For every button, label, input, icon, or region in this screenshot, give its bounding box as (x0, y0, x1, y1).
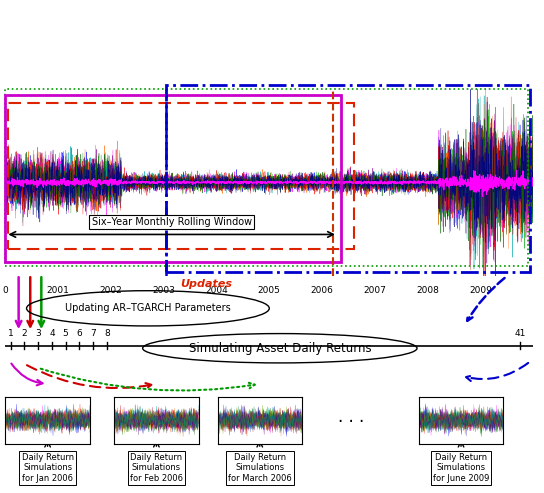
Text: 2001: 2001 (47, 286, 70, 295)
Text: Updating AR–TGARCH Parameters: Updating AR–TGARCH Parameters (65, 303, 231, 314)
Text: 2006: 2006 (311, 286, 333, 295)
Text: 2005: 2005 (258, 286, 281, 295)
Text: Daily Return
Simulations
for March 2006: Daily Return Simulations for March 2006 (228, 453, 292, 483)
Text: 5: 5 (63, 329, 69, 338)
Bar (8, 104, 354, 249)
Text: Six–Year Monthly Rolling Window: Six–Year Monthly Rolling Window (91, 217, 252, 227)
Text: Updates: Updates (180, 279, 232, 289)
Text: 6: 6 (77, 329, 82, 338)
Text: 2003: 2003 (152, 286, 175, 295)
Text: 2009: 2009 (469, 286, 492, 295)
Text: 1: 1 (8, 329, 14, 338)
Text: Daily Return
Simulations
for June 2009: Daily Return Simulations for June 2009 (433, 453, 489, 483)
Text: Simulating Asset Daily Returns: Simulating Asset Daily Returns (189, 342, 371, 355)
Text: 2: 2 (22, 329, 27, 338)
Bar (166, 85, 530, 272)
Text: 2007: 2007 (363, 286, 386, 295)
Text: 7: 7 (90, 329, 96, 338)
Text: 4: 4 (49, 329, 55, 338)
Text: 3: 3 (35, 329, 41, 338)
Text: 2002: 2002 (100, 286, 122, 295)
Text: 8: 8 (104, 329, 110, 338)
Text: 2004: 2004 (205, 286, 228, 295)
Bar (5, 95, 341, 261)
Text: 2008: 2008 (416, 286, 439, 295)
Text: 0: 0 (3, 286, 8, 295)
Text: 41: 41 (514, 329, 526, 338)
Text: . . .: . . . (338, 408, 364, 426)
Text: Daily Return
Simulations
for Jan 2006: Daily Return Simulations for Jan 2006 (22, 453, 73, 483)
Text: Daily Return
Simulations
for Feb 2006: Daily Return Simulations for Feb 2006 (130, 453, 183, 483)
